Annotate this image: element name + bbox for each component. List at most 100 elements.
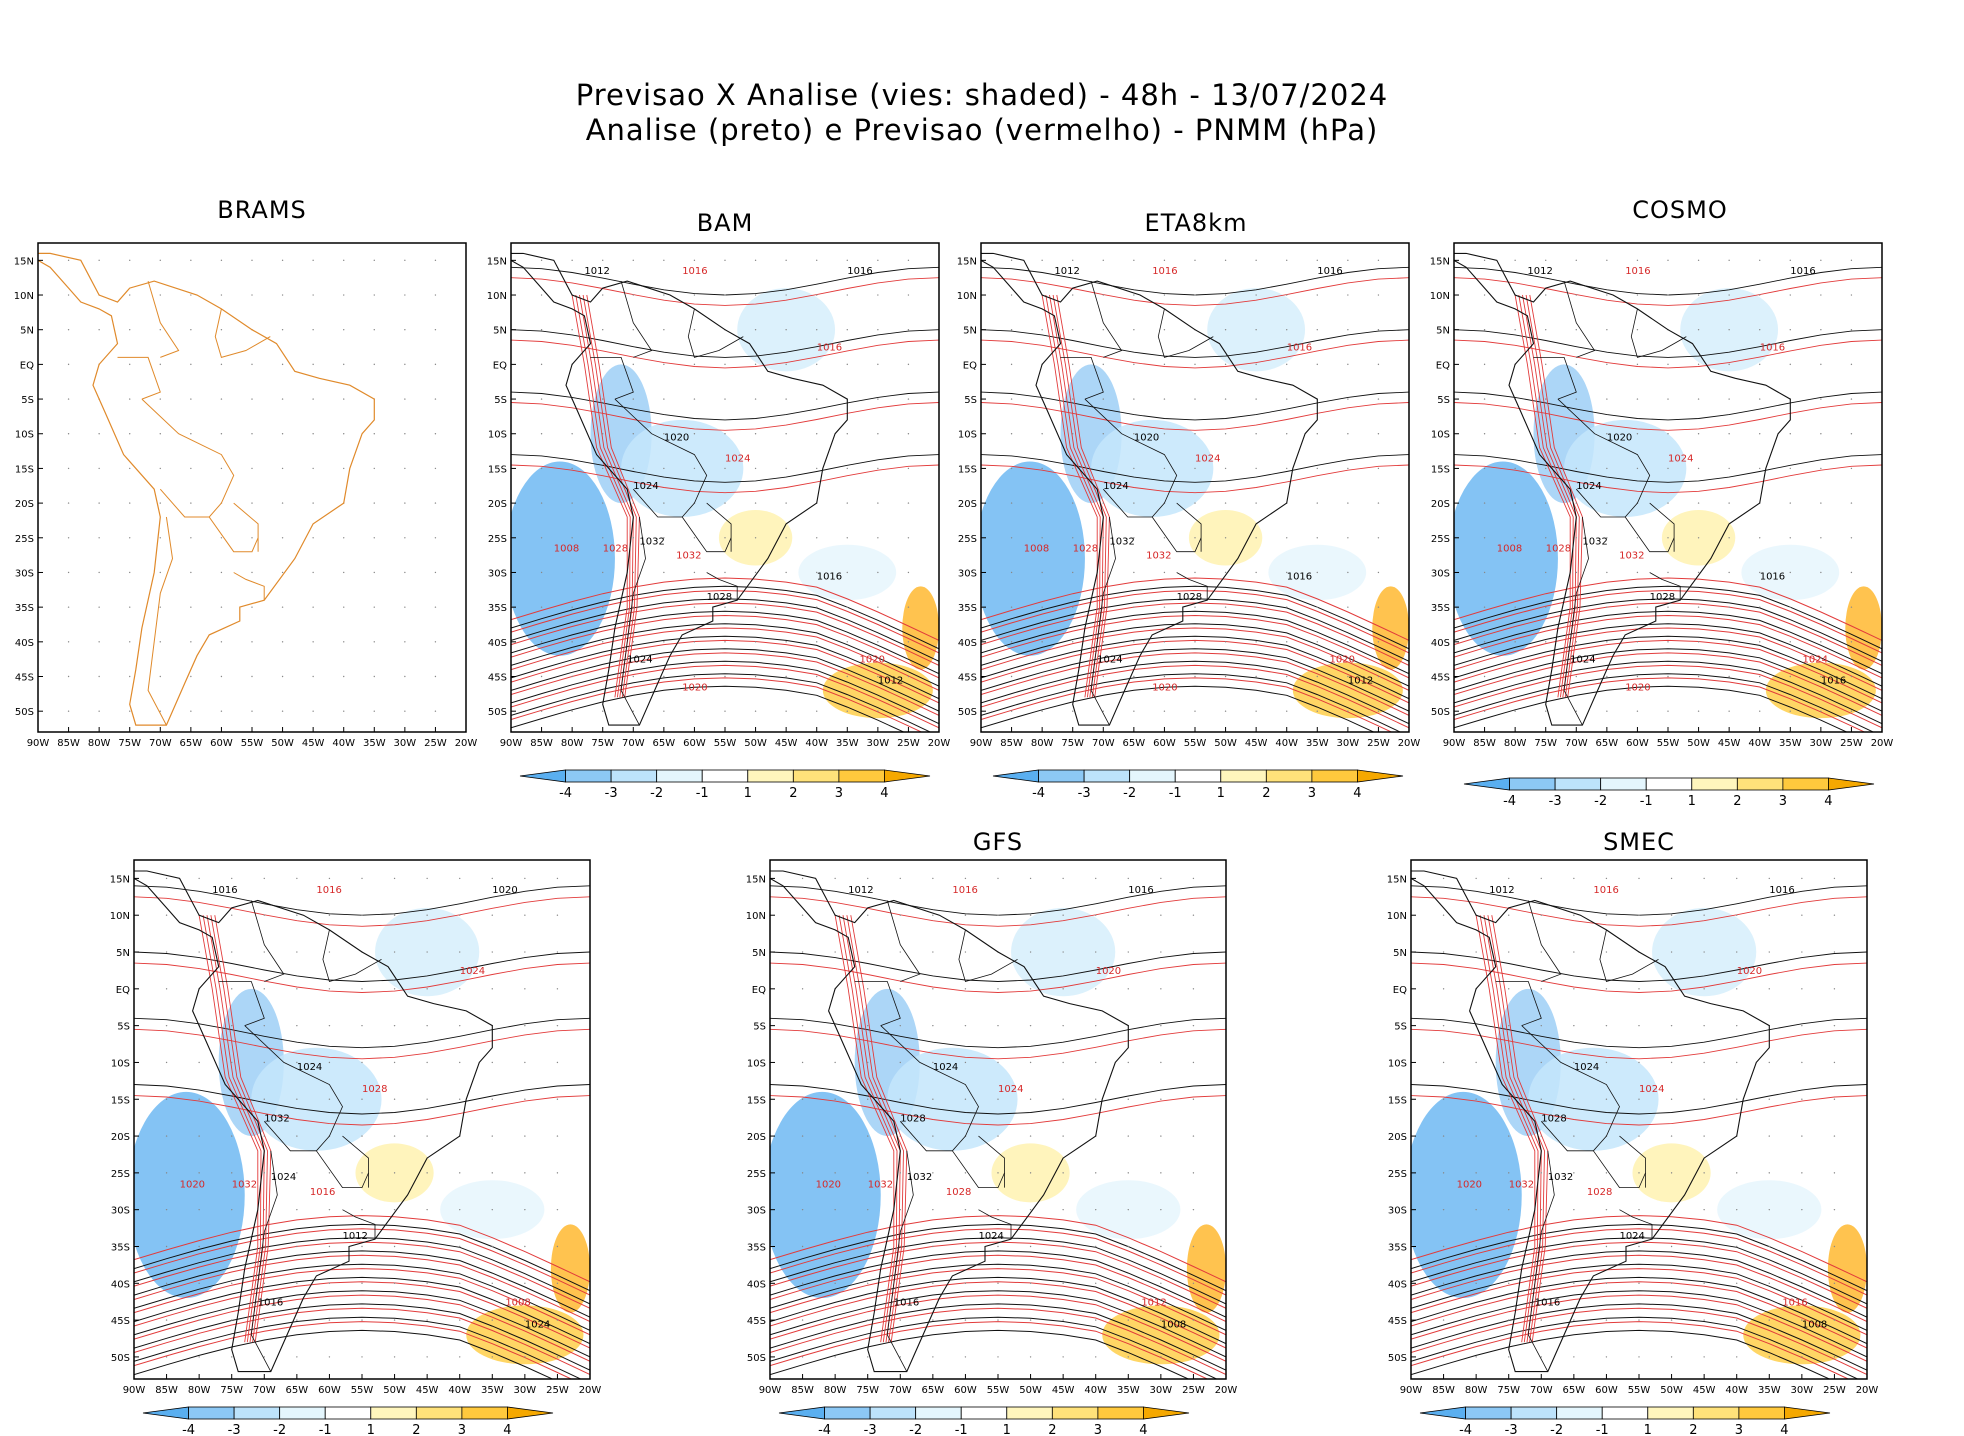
grid-dot xyxy=(1102,502,1104,504)
grid-dot xyxy=(1801,877,1803,880)
grid-dot xyxy=(1192,1098,1195,1100)
lat-tick-label: 30S xyxy=(1388,1206,1407,1217)
grid-dot xyxy=(98,259,100,262)
forecast-isobar xyxy=(1411,1321,1850,1379)
grid-dot xyxy=(556,1319,559,1321)
lat-tick-label: 45S xyxy=(488,673,507,684)
grid-dot xyxy=(754,398,757,400)
grid-dot xyxy=(724,433,726,435)
lat-tick-label: 25S xyxy=(1431,534,1450,545)
grid-dot xyxy=(1638,1172,1640,1174)
lat-tick-label: 10S xyxy=(488,430,507,441)
grid-dot xyxy=(932,1024,934,1027)
colorbar-label: -4 xyxy=(559,786,572,801)
lat-tick-label: 30S xyxy=(1431,568,1450,579)
grid-dot xyxy=(1514,502,1516,504)
colorbar-swatch xyxy=(884,769,931,783)
grid-dot xyxy=(1636,398,1639,400)
grid-dot xyxy=(1483,467,1486,470)
forecast-isobar xyxy=(511,652,939,716)
grid-dot xyxy=(1697,571,1700,574)
grid-dot xyxy=(1801,1135,1803,1137)
grid-dot xyxy=(1728,398,1730,400)
lon-tick-label: 70W xyxy=(253,1385,276,1396)
grid-dot xyxy=(1670,914,1673,916)
analysis-isobar xyxy=(511,585,939,650)
grid-dot xyxy=(877,606,879,608)
analysis-isobar xyxy=(770,1303,1226,1371)
grid-dot xyxy=(932,1319,934,1321)
grid-dot xyxy=(1286,675,1288,678)
grid-dot xyxy=(1736,1245,1738,1248)
analysis-isobar xyxy=(1411,1250,1867,1318)
grid-dot xyxy=(1801,1356,1803,1358)
lat-tick-label: 15N xyxy=(14,256,34,267)
bias-shading xyxy=(1091,419,1214,517)
grid-dot xyxy=(524,988,526,990)
grid-dot xyxy=(434,537,437,539)
colorbar-label: -2 xyxy=(1123,786,1136,801)
lon-tick-label: 55W xyxy=(714,738,737,749)
analysis-isobar xyxy=(134,1237,590,1305)
grid-dot xyxy=(1508,1061,1510,1064)
analysis-isobar xyxy=(1454,623,1882,687)
grid-dot xyxy=(1545,363,1547,366)
grid-dot xyxy=(1736,1024,1738,1027)
lat-tick-label: 15N xyxy=(1430,256,1450,267)
grid-dot xyxy=(1062,1319,1064,1321)
lon-tick-label: 90W xyxy=(970,738,993,749)
grid-dot xyxy=(263,1061,265,1064)
grid-dot xyxy=(434,329,437,331)
grid-dot xyxy=(1820,710,1822,712)
grid-dot xyxy=(1377,606,1380,608)
lon-tick-label: 40W xyxy=(332,738,355,749)
isobar-label: 1008 xyxy=(1802,1319,1827,1330)
andes-contour xyxy=(1045,294,1101,698)
grid-dot xyxy=(1833,1356,1836,1358)
grid-dot xyxy=(932,1172,934,1174)
lat-tick-label: 15N xyxy=(746,874,766,885)
grid-dot xyxy=(1833,1172,1836,1174)
grid-dot xyxy=(1224,710,1227,712)
grid-dot xyxy=(867,1098,869,1100)
grid-dot xyxy=(1160,1356,1162,1358)
colorbar-swatch xyxy=(1601,1406,1649,1420)
grid-dot xyxy=(281,363,284,366)
colorbar-label: 4 xyxy=(880,786,888,801)
grid-dot xyxy=(1573,1024,1575,1027)
grid-dot xyxy=(1605,1319,1608,1321)
lat-tick-label: 30S xyxy=(488,568,507,579)
forecast-isobar xyxy=(1454,277,1882,306)
country-border xyxy=(1533,357,1577,400)
grid-dot xyxy=(1072,433,1074,435)
grid-dot xyxy=(296,1135,298,1137)
lon-tick-label: 75W xyxy=(591,738,614,749)
andes-contour xyxy=(1052,294,1107,698)
forecast-isobar xyxy=(770,1215,1226,1283)
grid-dot xyxy=(1163,606,1166,608)
grid-dot xyxy=(540,467,543,470)
map-content: 1012 1016 10161016102010241024102810321032… xyxy=(1454,252,1882,732)
grid-dot xyxy=(1508,1245,1510,1248)
grid-dot xyxy=(964,914,967,916)
grid-dot xyxy=(1062,988,1064,990)
grid-dot xyxy=(571,710,573,712)
grid-dot xyxy=(663,294,665,296)
analysis-isobar xyxy=(511,454,939,483)
grid-dot xyxy=(165,951,168,953)
grid-dot xyxy=(491,1356,493,1358)
isobar-label: 1016 xyxy=(1287,571,1312,582)
grid-dot xyxy=(632,571,634,574)
grid-dot xyxy=(231,1356,233,1358)
lon-tick-label: 25W xyxy=(424,738,447,749)
grid-dot xyxy=(816,398,818,400)
colorbar-label: -2 xyxy=(1594,794,1607,809)
grid-dot xyxy=(190,502,192,504)
colorbar-label: -4 xyxy=(818,1423,831,1436)
grid-dot xyxy=(867,1135,869,1137)
grid-dot xyxy=(1573,1282,1575,1284)
analysis-isobar xyxy=(1454,391,1882,421)
grid-dot xyxy=(1163,363,1166,366)
grid-dot xyxy=(1667,259,1669,262)
grid-dot xyxy=(1605,988,1608,990)
